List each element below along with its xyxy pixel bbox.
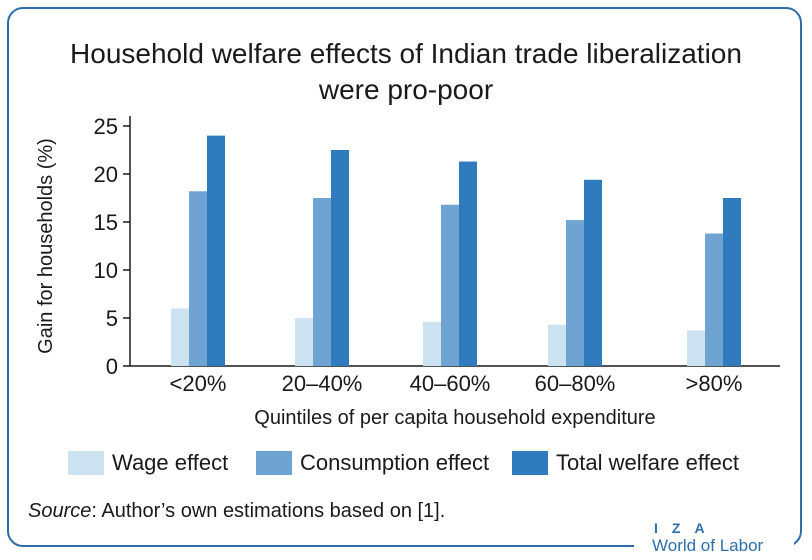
legend-label-total: Total welfare effect [556,450,739,475]
logo-world-of-labor-text: World of Labor [652,536,764,555]
legend-swatch-total [512,451,548,475]
source-label: Source [28,500,92,522]
source-text: : Author’s own estimations based on [1]. [91,500,446,522]
bar-total-0 [207,135,225,366]
legend-label-consumption: Consumption effect [300,450,489,475]
chart-title-line-1: Household welfare effects of Indian trad… [70,38,742,69]
chart-title-line-2: were pro-poor [318,74,494,105]
bar-wage-1 [295,318,313,366]
bar-wage-0 [171,308,189,366]
y-tick-label: 5 [106,306,118,331]
bar-total-2 [459,161,477,366]
x-tick-label: 20–40% [282,371,363,396]
y-tick-label: 15 [94,210,118,235]
bar-consumption-0 [189,191,207,366]
bar-total-4 [723,198,741,366]
source-note: Source: Author’s own estimations based o… [28,500,445,523]
legend-swatch-wage [68,451,104,475]
bar-total-1 [331,150,349,366]
y-tick-label: 25 [94,114,118,139]
bar-wage-2 [423,321,441,366]
x-tick-label: >80% [686,371,743,396]
logo-iza-text: IZA [654,520,719,536]
x-tick-label: <20% [170,371,227,396]
bar-consumption-4 [705,233,723,366]
y-axis-label: Gain for households (%) [35,138,57,354]
iza-logo: IZA World of Labor [634,520,794,560]
bar-wage-4 [687,330,705,366]
figure-frame [7,7,802,547]
legend-swatch-consumption [256,451,292,475]
chart-title: Household welfare effects of Indian trad… [0,36,812,108]
bar-consumption-2 [441,204,459,366]
x-axis-label: Quintiles of per capita household expend… [254,407,655,429]
bar-total-3 [584,179,602,366]
bar-chart: 0 5 10 15 20 25 Gain for households (%) <20% 20–… [35,114,780,475]
y-tick-label: 20 [94,162,118,187]
bar-wage-3 [548,324,566,366]
legend-label-wage: Wage effect [112,450,228,475]
x-tick-label: 60–80% [535,371,616,396]
bar-consumption-1 [313,198,331,366]
y-tick-label: 0 [106,354,118,379]
bar-consumption-3 [566,220,584,366]
y-tick-label: 10 [94,258,118,283]
x-tick-label: 40–60% [410,371,491,396]
